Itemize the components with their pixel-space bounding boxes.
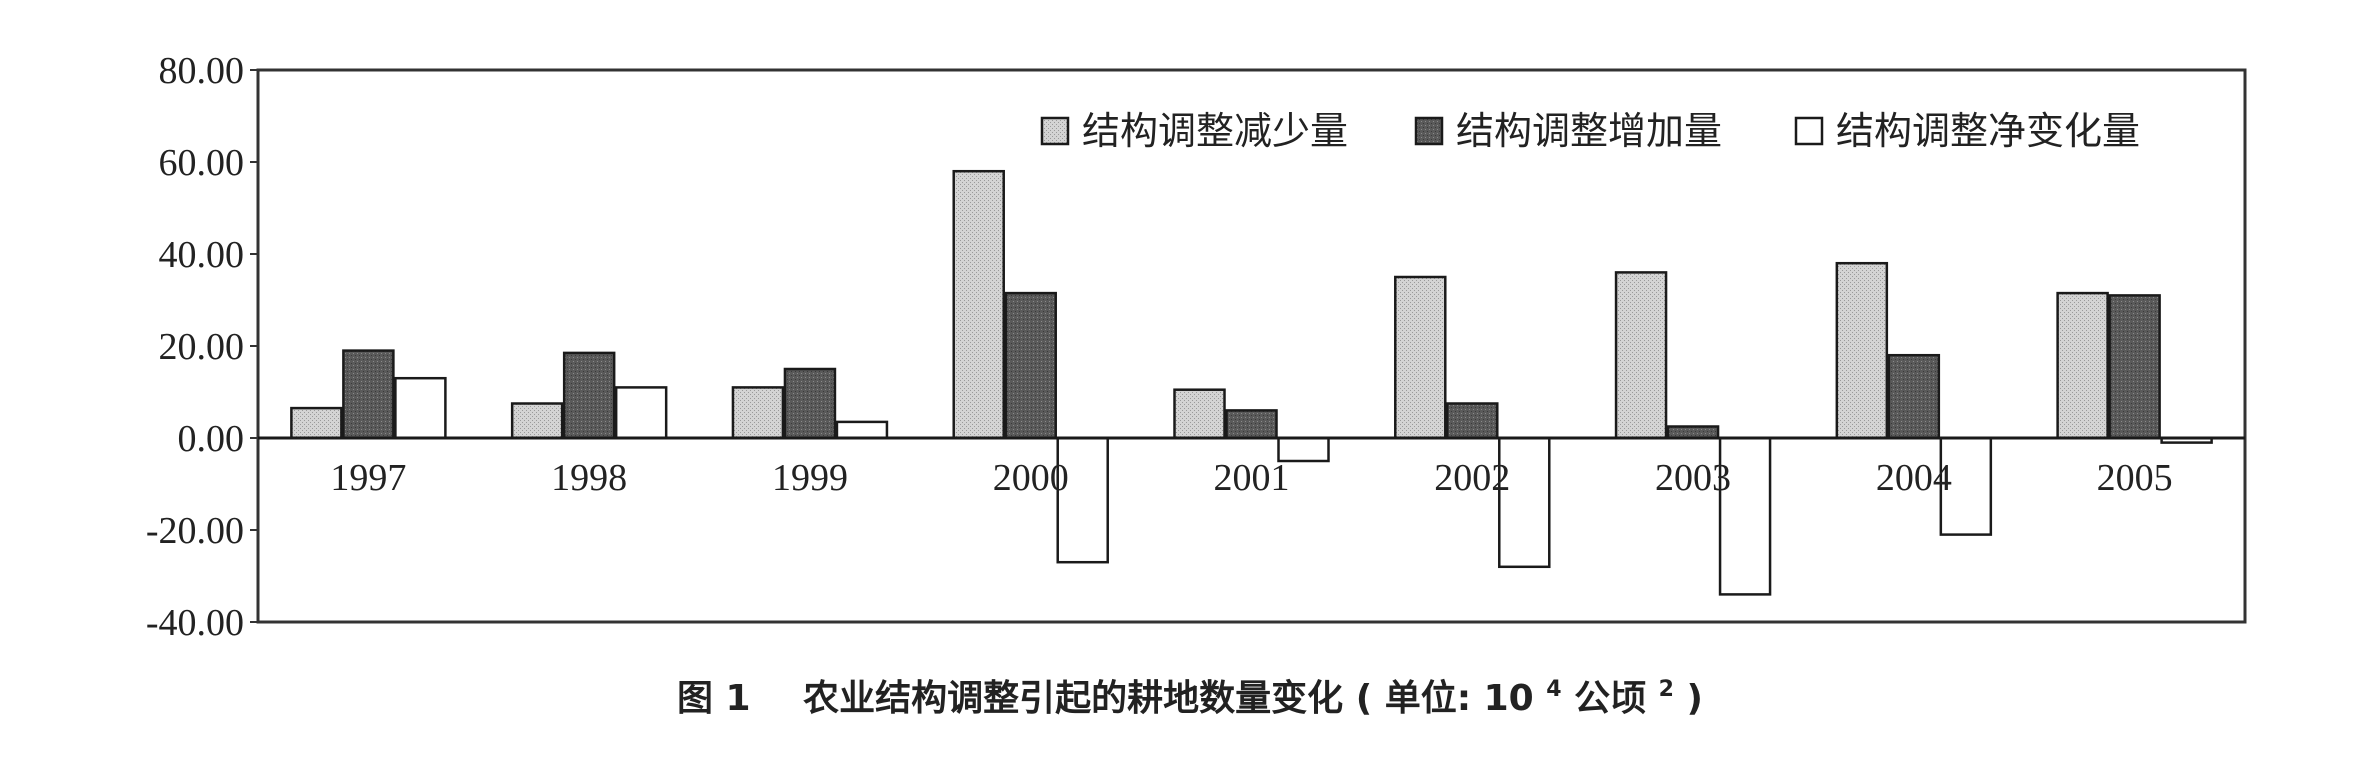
y-tick-label: 80.00 [159, 50, 245, 92]
bar-series-3-2004 [1939, 436, 1993, 536]
bar-series-1-1997 [290, 406, 343, 440]
bar-series-2-2004 [1887, 353, 1941, 440]
x-category-label: 1997 [330, 457, 406, 499]
bar-series-3-1999 [835, 420, 889, 440]
x-axis: 1997 1998 1999 2000 2001 2002 2003 2004 2005 [330, 457, 2172, 499]
bar-series-1-2000 [952, 169, 1005, 440]
legend-label-2: 结构调整增加量 [1456, 109, 1722, 153]
bar-series-3-1997 [394, 376, 447, 440]
legend-label-1: 结构调整减少量 [1082, 109, 1348, 153]
bar-series-3-2003 [1718, 436, 1772, 596]
legend-swatch-3 [1794, 116, 1824, 146]
caption-unit-exponent-2: 2 [1659, 677, 1674, 702]
x-category-label: 2005 [2097, 457, 2173, 499]
y-tick-label: 20.00 [159, 326, 245, 368]
bar-series-2-1998 [562, 351, 616, 440]
bar-series-2-1997 [342, 349, 395, 440]
bar-series-2-2005 [2108, 294, 2161, 440]
caption-unit-mid: 公顷 [1574, 678, 1659, 719]
bars [290, 169, 2213, 596]
legend-swatch-2 [1414, 116, 1444, 146]
bar-series-2-2000 [1004, 291, 1057, 440]
y-tick-label: 40.00 [159, 234, 245, 276]
x-category-label: 2000 [993, 457, 1069, 499]
x-category-label: 2004 [1876, 457, 1952, 499]
bar-series-1-2005 [2056, 291, 2109, 440]
caption-unit-exponent: 4 [1546, 677, 1561, 702]
y-tick-label: 60.00 [159, 142, 245, 184]
bar-series-1-2004 [1835, 261, 1889, 440]
bar-series-1-2003 [1614, 271, 1668, 440]
bar-series-3-2000 [1056, 436, 1109, 564]
bar-series-2-2001 [1225, 409, 1278, 440]
bar-series-3-1998 [614, 386, 668, 440]
x-category-label: 1998 [551, 457, 627, 499]
bar-series-1-1998 [510, 402, 564, 440]
bar-series-2-1999 [783, 367, 837, 440]
y-tick-label: -40.00 [146, 602, 244, 644]
bar-series-2-2002 [1446, 402, 1499, 440]
x-category-label: 2002 [1434, 457, 1510, 499]
x-category-label: 2001 [1214, 457, 1290, 499]
x-category-label: 2003 [1655, 457, 1731, 499]
legend-label-3: 结构调整净变化量 [1836, 109, 2140, 153]
y-tick-label: -20.00 [146, 510, 244, 552]
caption-unit-open: ( 单位: 10 [1356, 678, 1534, 719]
caption-text: 农业结构调整引起的耕地数量变化 [803, 677, 1343, 719]
bar-series-1-2001 [1173, 388, 1226, 440]
bar-series-1-1999 [731, 386, 785, 440]
caption-figure-label: 图 1 [677, 678, 751, 719]
y-axis: 80.00 60.00 40.00 20.00 0.00 -20.00 -40.00 [146, 50, 258, 644]
chart-caption: 图 1 农业结构调整引起的耕地数量变化 ( 单位: 10 4 公顷 2 ) [677, 664, 1703, 719]
x-category-label: 1999 [772, 457, 848, 499]
legend-swatch-1 [1040, 116, 1070, 146]
y-tick-label: 0.00 [178, 418, 245, 460]
legend: 结构调整减少量 结构调整增加量 结构调整净变化量 [1040, 109, 2140, 153]
caption-unit-close: ) [1687, 678, 1703, 719]
bar-series-1-2002 [1394, 275, 1447, 440]
bar-series-2-2003 [1666, 425, 1720, 440]
bar-series-3-2002 [1498, 436, 1551, 569]
